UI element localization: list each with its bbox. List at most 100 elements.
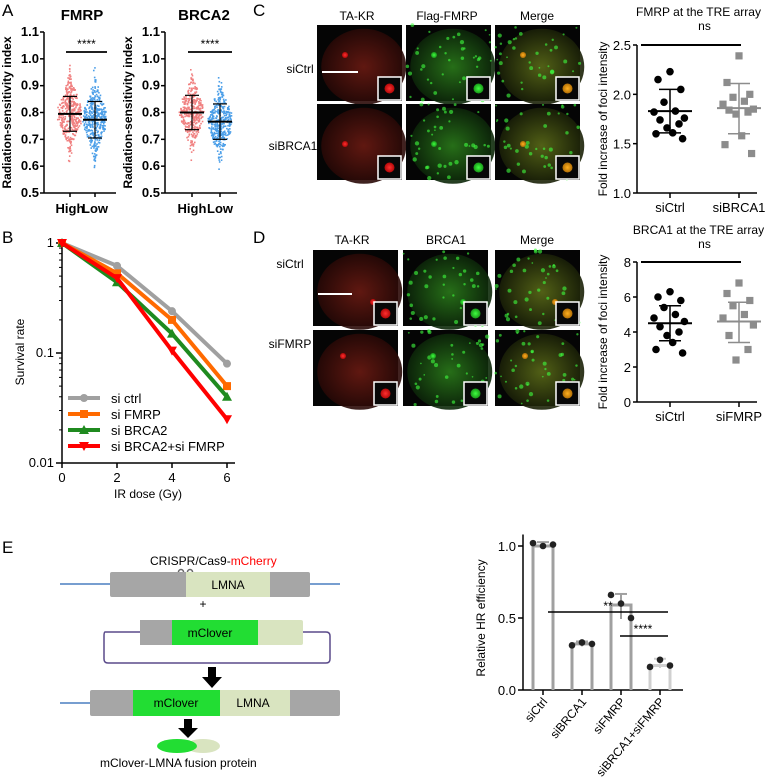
data-point [181,115,183,118]
speckle [543,165,547,168]
data-point [748,149,756,158]
data-point [200,116,203,119]
data-point [194,122,197,125]
data-point [101,115,103,118]
data-point [214,135,217,138]
data-point [59,124,62,126]
speckle [430,359,435,364]
x-tick-label: siFMRP [716,409,762,424]
speckle [433,125,437,129]
speckle [542,361,547,366]
data-point [215,143,218,146]
data-point [219,98,222,101]
data-point [98,99,101,102]
speckle [504,118,509,123]
speckle [459,39,465,45]
data-point [100,121,102,124]
speckle [460,56,465,61]
data-point [67,120,69,123]
data-point [211,117,214,120]
speckle [412,157,417,162]
data-point [216,127,219,130]
data-point [89,144,92,146]
data-point [223,130,226,133]
speckle [535,51,539,55]
speckle [546,371,551,376]
speckle [547,65,550,68]
data-point [71,88,73,90]
speckle [418,377,422,381]
speckle [518,31,523,36]
data-point [226,127,228,130]
d-header-ta-kr: TA-KR [334,233,369,247]
speckle [452,266,455,270]
legend-item: si BRCA2+si FMRP [68,439,225,454]
x-tick-label: 4 [168,470,175,485]
data-point [71,123,74,126]
data-point [195,88,198,91]
data-point [76,128,78,130]
speckle [443,110,447,114]
data-point [225,99,227,101]
speckle [422,119,426,122]
x-tick-label: 0 [58,470,65,485]
data-point [83,112,86,115]
data-point [209,119,211,121]
data-point [69,81,71,84]
data-point [225,113,228,115]
data-point [65,138,68,141]
y-tick-label: 0.01 [29,455,54,470]
data-point [73,109,76,112]
data-point [102,108,105,110]
y-tick-label: 1.5 [613,137,631,152]
data-point [221,93,224,96]
speckle [506,56,508,59]
data-point [96,110,98,112]
data-point [617,600,625,607]
data-point [215,130,218,132]
micrographs [313,23,585,410]
data-point [74,120,77,122]
data-point [211,131,213,134]
data-point [227,118,230,121]
data-point [220,127,223,130]
data-point [90,129,93,132]
data-point [58,118,61,121]
data-point [216,128,218,131]
speckle [554,45,558,50]
d-header-brca1: BRCA1 [426,233,466,247]
data-point [92,114,94,117]
speckle [533,249,538,254]
data-point [88,124,90,126]
speckle [535,147,538,151]
focus-spot [430,353,436,359]
y-tick-label: 0.8 [142,105,160,120]
data-point [103,107,106,109]
data-point [58,111,61,113]
speckle [512,263,516,268]
data-point [189,69,192,71]
data-point [189,113,191,116]
data-point [188,133,191,136]
data-point [217,144,219,146]
data-point [88,135,90,137]
data-point [223,131,226,133]
data-point [100,135,103,138]
data-point [85,108,88,111]
data-point [182,101,184,103]
data-point [60,114,63,116]
data-point [578,639,586,646]
data-point [222,145,224,148]
speckle [433,91,438,95]
data-point [95,79,97,81]
data-point [103,120,106,122]
data-point [98,113,100,116]
data-point [192,101,195,103]
data-point [77,121,79,124]
data-point [87,100,89,102]
data-point [84,107,86,110]
speckle [544,155,548,160]
data-point [216,106,218,109]
data-point [220,86,223,88]
speckle [551,38,554,42]
